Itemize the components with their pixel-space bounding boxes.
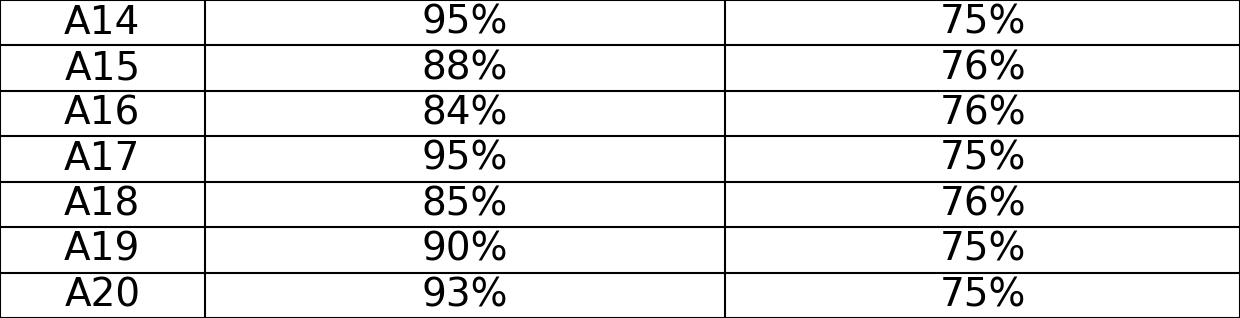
Text: 75%: 75% <box>940 140 1025 178</box>
Text: 75%: 75% <box>940 4 1025 42</box>
Text: 76%: 76% <box>940 49 1025 87</box>
Text: 95%: 95% <box>422 140 508 178</box>
Text: A14: A14 <box>64 4 140 42</box>
Text: 84%: 84% <box>422 94 508 133</box>
Text: A18: A18 <box>64 185 140 224</box>
Text: 75%: 75% <box>940 276 1025 314</box>
Text: 88%: 88% <box>422 49 508 87</box>
Text: A20: A20 <box>64 276 140 314</box>
Text: 76%: 76% <box>940 94 1025 133</box>
Text: 75%: 75% <box>940 231 1025 269</box>
Text: 93%: 93% <box>422 276 508 314</box>
Text: 95%: 95% <box>422 4 508 42</box>
Text: A15: A15 <box>64 49 140 87</box>
Text: A17: A17 <box>64 140 140 178</box>
Text: 76%: 76% <box>940 185 1025 224</box>
Text: A19: A19 <box>64 231 140 269</box>
Text: 90%: 90% <box>422 231 508 269</box>
Text: 85%: 85% <box>422 185 508 224</box>
Text: A16: A16 <box>64 94 140 133</box>
